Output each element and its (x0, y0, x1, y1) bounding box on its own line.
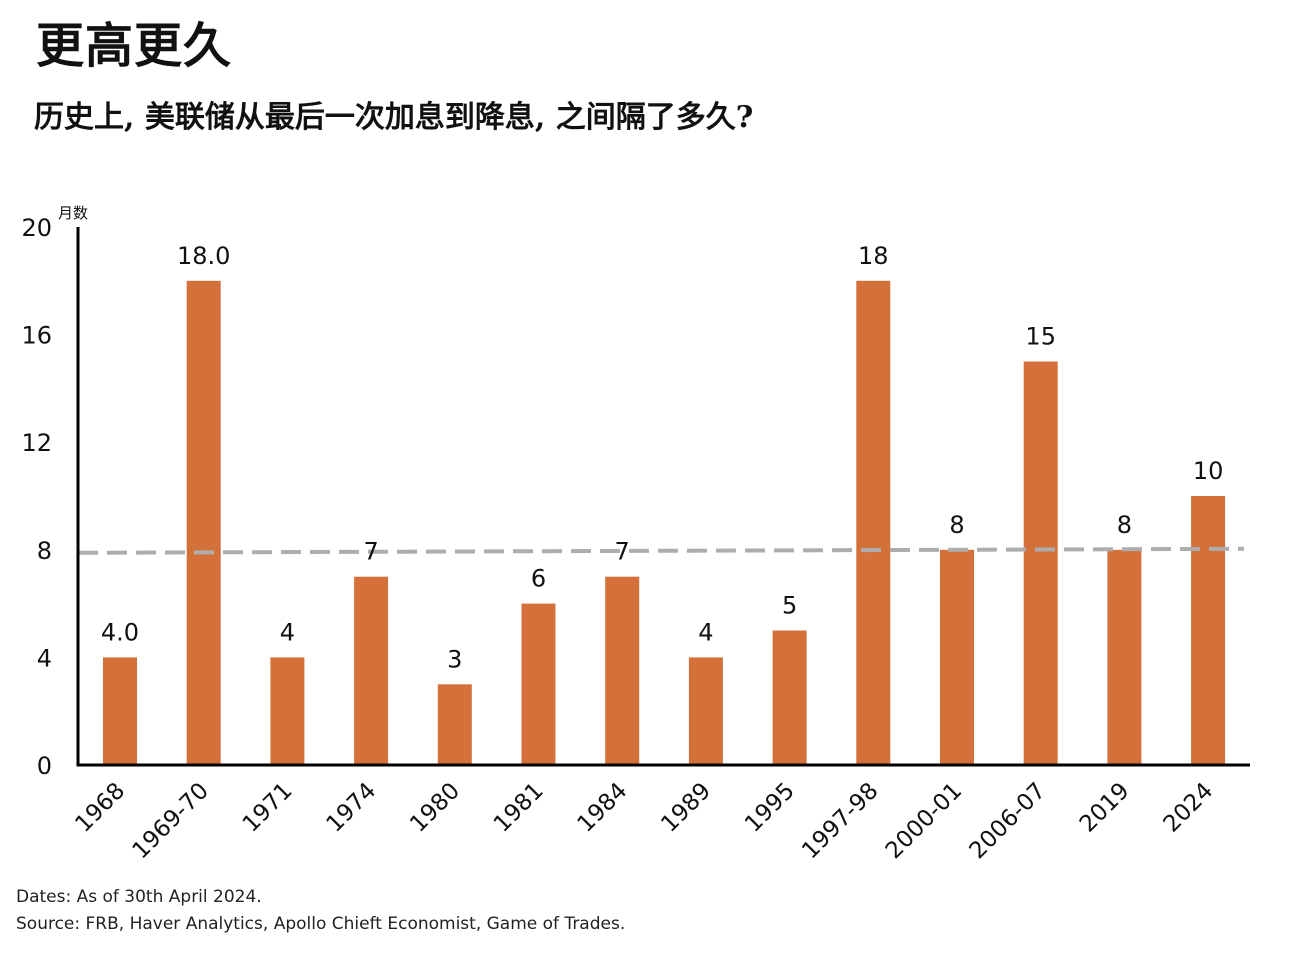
data-labels-group: 4.0 18.0 4 7 3 6 7 4 5 18 8 15 8 10 (101, 242, 1223, 674)
x-tick-label: 2019 (1075, 778, 1135, 838)
x-tick-label: 1995 (740, 778, 800, 838)
data-label: 4 (280, 618, 295, 646)
y-tick-label: 20 (21, 214, 52, 242)
data-label: 15 (1025, 323, 1056, 351)
bar-1997-98 (856, 280, 891, 765)
data-label: 6 (531, 565, 546, 593)
data-label: 8 (1117, 511, 1132, 539)
source-note: Source: FRB, Haver Analytics, Apollo Chi… (16, 914, 626, 934)
chart-subtitle: 历史上, 美联储从最后一次加息到降息, 之间隔了多久? (34, 100, 754, 135)
chart-title: 更高更久 (36, 18, 233, 74)
x-tick-label: 1980 (405, 778, 465, 838)
y-tick-label: 16 (21, 322, 52, 350)
data-label: 4.0 (101, 618, 139, 646)
data-label: 7 (363, 538, 378, 566)
data-label: 18 (858, 242, 889, 270)
y-tick-label: 8 (37, 537, 52, 565)
x-tick-label: 1989 (656, 778, 716, 838)
x-tick-label: 1969-70 (128, 778, 214, 864)
y-tick-label: 12 (21, 429, 52, 457)
x-tick-label: 2000-01 (881, 778, 967, 864)
bar-1971 (270, 657, 305, 765)
data-label: 10 (1193, 457, 1224, 485)
reference-line (77, 546, 1245, 555)
data-label: 3 (447, 645, 462, 673)
data-label: 4 (698, 618, 713, 646)
data-label: 8 (949, 511, 964, 539)
bar-1969-70 (186, 280, 221, 765)
data-label: 7 (615, 538, 630, 566)
x-tick-label: 1997-98 (797, 778, 883, 864)
dates-note: Dates: As of 30th April 2024. (16, 887, 262, 907)
y-tick-label: 4 (37, 644, 52, 672)
bar-1980 (437, 684, 472, 765)
bar-2000-01 (940, 549, 974, 765)
bar-1974 (354, 576, 389, 765)
x-tick-label: 1981 (489, 778, 549, 838)
bar-2024 (1191, 496, 1226, 765)
bars-group (103, 280, 1226, 765)
y-tick-label: 0 (37, 752, 52, 780)
bar-1968 (103, 657, 137, 765)
bar-1984 (605, 576, 640, 765)
x-tick-label: 2024 (1159, 778, 1219, 838)
x-tick-label: 2006-07 (965, 778, 1051, 864)
data-label: 18.0 (177, 242, 230, 270)
bar-1995 (772, 630, 807, 765)
x-tick-label: 1968 (70, 778, 130, 838)
x-tick-label: 1971 (238, 778, 298, 838)
data-label: 5 (782, 592, 797, 620)
bar-2006-07 (1023, 361, 1058, 765)
x-tick-label: 1974 (322, 778, 382, 838)
x-tick-label: 1984 (573, 778, 633, 838)
bar-1981 (521, 603, 556, 765)
bar-2019 (1107, 549, 1142, 765)
bar-1989 (688, 657, 723, 765)
y-axis-label: 月数 (58, 204, 88, 222)
y-axis-ticks: 0 4 8 12 16 20 (21, 214, 52, 780)
